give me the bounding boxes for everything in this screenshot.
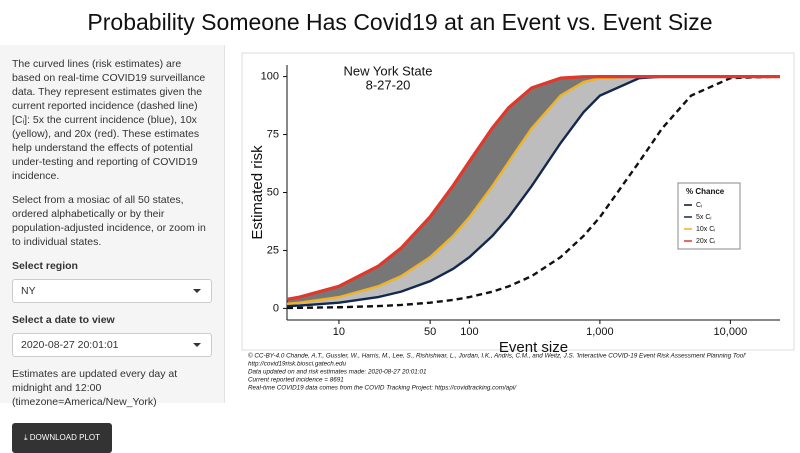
region-label: Select region bbox=[12, 260, 78, 272]
y-tick-label: 50 bbox=[267, 186, 279, 198]
legend-label: 5x Cᵢ bbox=[696, 214, 712, 221]
x-tick-label: 50 bbox=[424, 326, 436, 338]
x-tick-label: 10,000 bbox=[714, 326, 748, 338]
page: Probability Someone Has Covid19 at an Ev… bbox=[0, 9, 795, 453]
footnote: Current reported incidence = 8691 bbox=[248, 377, 344, 384]
y-tick-label: 100 bbox=[261, 70, 279, 82]
legend-label: 10x Cᵢ bbox=[696, 226, 715, 233]
region-select[interactable]: NY bbox=[12, 279, 212, 303]
legend-box bbox=[677, 182, 741, 250]
footnote: Data updated on and risk estimates made:… bbox=[248, 369, 427, 376]
x-tick-label: 100 bbox=[460, 326, 478, 338]
footnote: © CC-BY-4.0 Chande, A.T., Gussler, W., H… bbox=[248, 352, 747, 360]
y-axis-title: Estimated risk bbox=[249, 145, 266, 240]
download-button[interactable]: ⤓ DOWNLOAD PLOT bbox=[12, 423, 112, 453]
risk-band bbox=[287, 76, 780, 304]
annotation: New York State bbox=[344, 63, 433, 78]
footnote: Real-time COVID19 data comes from the CO… bbox=[248, 385, 517, 392]
page-title: Probability Someone Has Covid19 at an Ev… bbox=[87, 9, 713, 35]
chart: 0 25 50 75 100 10 50 100 1,000 10,000 Event size Es… bbox=[241, 52, 795, 392]
footnote: http://covid19risk.biosci.gatech.edu bbox=[248, 361, 347, 368]
y-tick-label: 0 bbox=[273, 302, 279, 314]
download-label: DOWNLOAD PLOT bbox=[29, 433, 100, 442]
x-axis-title: Event size bbox=[499, 339, 568, 356]
legend-label: Cᵢ bbox=[696, 202, 702, 209]
legend-title: % Chance bbox=[686, 187, 725, 196]
risk-line bbox=[286, 75, 781, 310]
date-label: Select a date to view bbox=[12, 314, 115, 326]
intro-text: The curved lines (risk estimates) are ba… bbox=[12, 58, 206, 182]
legend-label: 20x Cᵢ bbox=[696, 238, 715, 245]
x-tick-label: 1,000 bbox=[586, 326, 614, 338]
y-tick-label: 25 bbox=[267, 244, 279, 256]
annotation: 8-27-20 bbox=[366, 77, 411, 92]
x-tick-label: 10 bbox=[333, 326, 345, 338]
mosaic-text: Select from a mosiac of all 50 states, o… bbox=[12, 194, 206, 248]
y-tick-label: 75 bbox=[267, 128, 279, 140]
date-select[interactable]: 2020-08-27 20:01:01 bbox=[12, 333, 212, 357]
risk-line bbox=[286, 74, 780, 301]
sidebar: The curved lines (risk estimates) are ba… bbox=[0, 45, 225, 453]
